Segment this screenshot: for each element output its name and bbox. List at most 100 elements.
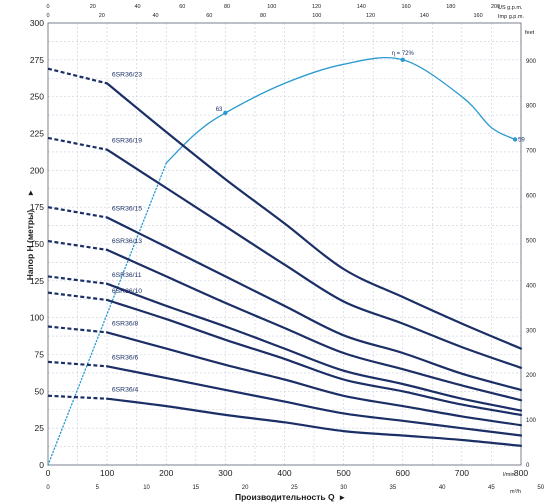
curve-line — [106, 248, 523, 402]
feet-tick-label: 500 — [526, 238, 537, 244]
x-tick-label: 600 — [396, 468, 410, 478]
curve-dashed-segment — [47, 291, 108, 302]
efficiency-label: 59 — [518, 137, 525, 143]
curve-line — [106, 365, 523, 437]
curve-label: 6SR36/6 — [112, 354, 139, 361]
curve-label: 6SR36/19 — [112, 138, 142, 145]
curve-line — [106, 82, 523, 350]
m3h-tick-label: 45 — [488, 485, 495, 491]
m3h-tick-label: 35 — [390, 485, 397, 491]
feet-tick-label: 600 — [526, 194, 537, 200]
pump-curves — [47, 67, 523, 447]
curve-dashed-segment — [47, 206, 108, 219]
curve-line — [106, 216, 523, 391]
efficiency-line — [165, 57, 516, 164]
efficiency-label: 63 — [216, 107, 223, 113]
curve-label: 6SR36/8 — [112, 320, 139, 327]
y-tick-label: 300 — [30, 18, 44, 28]
imp-gpm-tick-label: 40 — [152, 13, 158, 19]
feet-tick-label: 800 — [526, 104, 537, 110]
curve-line — [106, 298, 523, 416]
m3h-tick-label: 20 — [242, 485, 249, 491]
x-tick-label: 0 — [46, 468, 51, 478]
unit-m3h: m³/h — [510, 489, 521, 495]
x-tick-label: 200 — [159, 468, 173, 478]
m3h-tick-label: 0 — [46, 485, 50, 491]
m3h-tick-label: 15 — [192, 485, 199, 491]
x-tick-label: 800 — [514, 468, 528, 478]
y-axis-title: Напор H (метры) — [25, 210, 35, 281]
y-tick-label: 225 — [30, 129, 44, 139]
unit-lmin: l/min — [503, 472, 515, 478]
imp-gpm-tick-label: 80 — [260, 13, 266, 19]
curve-labels: 6SR36/23 6SR36/19 6SR36/15 6SR36/13 6SR36/11… — [112, 71, 142, 393]
curve-label: 6SR36/4 — [112, 387, 139, 394]
m3h-tick-label: 50 — [537, 485, 544, 491]
x-axis-title-arrow: ▸ — [339, 492, 345, 502]
m3h-tick-label: 30 — [340, 485, 347, 491]
feet-tick-label: 700 — [526, 149, 537, 155]
us-gpm-tick-label: 80 — [224, 4, 230, 10]
unit-imp-gpm: Imp g.p.m. — [498, 14, 524, 20]
y-axis-title-arrow: ▸ — [25, 190, 35, 196]
imp-gpm-tick-label: 0 — [46, 13, 49, 19]
curve-dashed-segment — [47, 67, 108, 85]
curve-label: 6SR36/13 — [112, 238, 142, 245]
efficiency-marker — [223, 110, 228, 116]
imp-gpm-tick-label: 60 — [206, 13, 212, 19]
curve-line — [106, 282, 523, 412]
y-tick-label: 275 — [30, 55, 44, 65]
feet-tick-label: 100 — [526, 418, 537, 424]
feet-tick-label: 300 — [526, 328, 537, 334]
m3h-tick-label: 40 — [439, 485, 446, 491]
grid — [48, 23, 521, 465]
y-tick-label: 100 — [30, 313, 44, 323]
m3h-tick-label: 5 — [96, 485, 100, 491]
curve-label: 6SR36/10 — [112, 288, 142, 295]
x-tick-label: 100 — [100, 468, 114, 478]
curve-dashed-segment — [47, 394, 108, 400]
curve-dashed-segment — [47, 239, 108, 251]
curve-line — [106, 397, 523, 447]
y-tick-label: 175 — [30, 202, 44, 212]
imp-gpm-tick-label: 100 — [312, 13, 321, 19]
imp-gpm-tick-label: 20 — [99, 13, 105, 19]
curve-label: 6SR36/15 — [112, 205, 142, 212]
us-gpm-tick-label: 120 — [312, 4, 321, 10]
y-tick-label: 200 — [30, 165, 44, 175]
us-gpm-tick-label: 0 — [46, 4, 49, 10]
efficiency-curve: 63 η = 72% 59 — [47, 51, 525, 466]
x-tick-label: 700 — [455, 468, 469, 478]
us-gpm-tick-label: 60 — [179, 4, 185, 10]
efficiency-label: η = 72% — [392, 51, 415, 57]
feet-tick-label: 200 — [526, 373, 537, 379]
unit-feet: feet — [525, 30, 535, 36]
us-gpm-tick-label: 180 — [446, 4, 455, 10]
feet-tick-label: 400 — [526, 283, 537, 289]
curve-dashed-segment — [47, 325, 108, 334]
curve-line — [106, 331, 523, 427]
efficiency-marker — [400, 57, 405, 63]
curve-dashed-segment — [47, 136, 108, 151]
imp-gpm-tick-label: 140 — [420, 13, 429, 19]
y-tick-label: 50 — [35, 386, 45, 396]
us-gpm-tick-label: 40 — [134, 4, 140, 10]
x-tick-label: 300 — [218, 468, 232, 478]
curve-dashed-segment — [47, 275, 108, 285]
us-gpm-tick-label: 160 — [401, 4, 410, 10]
m3h-tick-label: 10 — [143, 485, 150, 491]
us-gpm-tick-label: 100 — [267, 4, 276, 10]
imp-gpm-tick-label: 160 — [473, 13, 482, 19]
y-tick-label: 0 — [39, 460, 44, 470]
us-gpm-tick-label: 200 — [491, 4, 500, 10]
y-tick-label: 25 — [35, 423, 45, 433]
us-gpm-tick-label: 20 — [90, 4, 96, 10]
y-tick-label: 150 — [30, 239, 44, 249]
plot-frame — [47, 22, 522, 466]
y-tick-label: 125 — [30, 276, 44, 286]
curve-line — [106, 148, 523, 369]
y-tick-label: 250 — [30, 92, 44, 102]
x-tick-label: 500 — [337, 468, 351, 478]
imp-gpm-tick-label: 120 — [366, 13, 375, 19]
